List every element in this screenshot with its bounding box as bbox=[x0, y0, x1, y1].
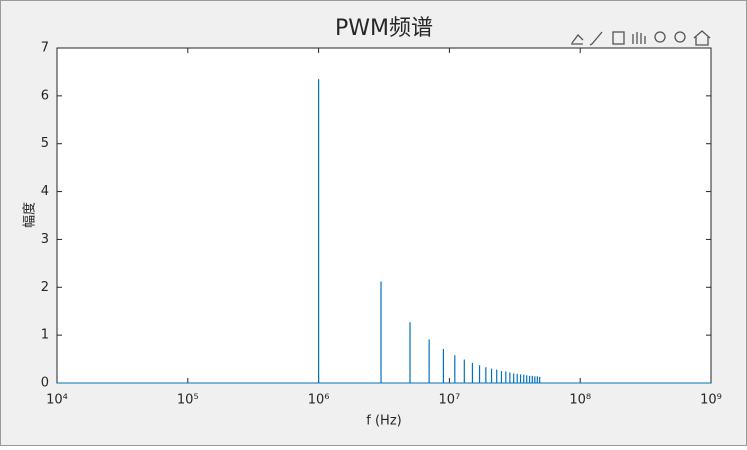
x-tick-label: 10⁸ bbox=[569, 393, 591, 408]
x-tick-label: 10⁴ bbox=[46, 393, 68, 408]
chart-title: PWM频谱 bbox=[335, 16, 433, 41]
y-tick-label: 4 bbox=[41, 184, 49, 199]
axes-box bbox=[56, 47, 712, 384]
home-icon[interactable] bbox=[693, 30, 711, 46]
y-tick-label: 6 bbox=[41, 88, 49, 103]
x-tick-label: 10⁶ bbox=[308, 393, 330, 408]
brush-icon[interactable] bbox=[589, 31, 603, 46]
zoom-in-icon[interactable] bbox=[654, 31, 666, 43]
y-tick-label: 0 bbox=[41, 376, 49, 391]
y-tick-label: 2 bbox=[41, 280, 49, 295]
x-tick-label: 10⁹ bbox=[700, 393, 722, 408]
y-tick-label: 5 bbox=[41, 136, 49, 151]
x-tick-label: 10⁵ bbox=[177, 393, 199, 408]
toolbar[interactable] bbox=[571, 30, 711, 46]
datatip-icon[interactable] bbox=[612, 31, 625, 45]
y-tick-label: 1 bbox=[41, 328, 49, 343]
x-axis-label: f (Hz) bbox=[366, 414, 401, 429]
y-tick-label: 7 bbox=[41, 41, 49, 56]
export-icon[interactable] bbox=[571, 34, 584, 45]
y-axis-label: 幅度 bbox=[22, 202, 38, 228]
zoom-out-icon[interactable] bbox=[674, 31, 686, 43]
y-tick-label: 3 bbox=[41, 232, 49, 247]
pan-icon[interactable] bbox=[632, 32, 646, 44]
x-tick-label: 10⁷ bbox=[439, 393, 461, 408]
